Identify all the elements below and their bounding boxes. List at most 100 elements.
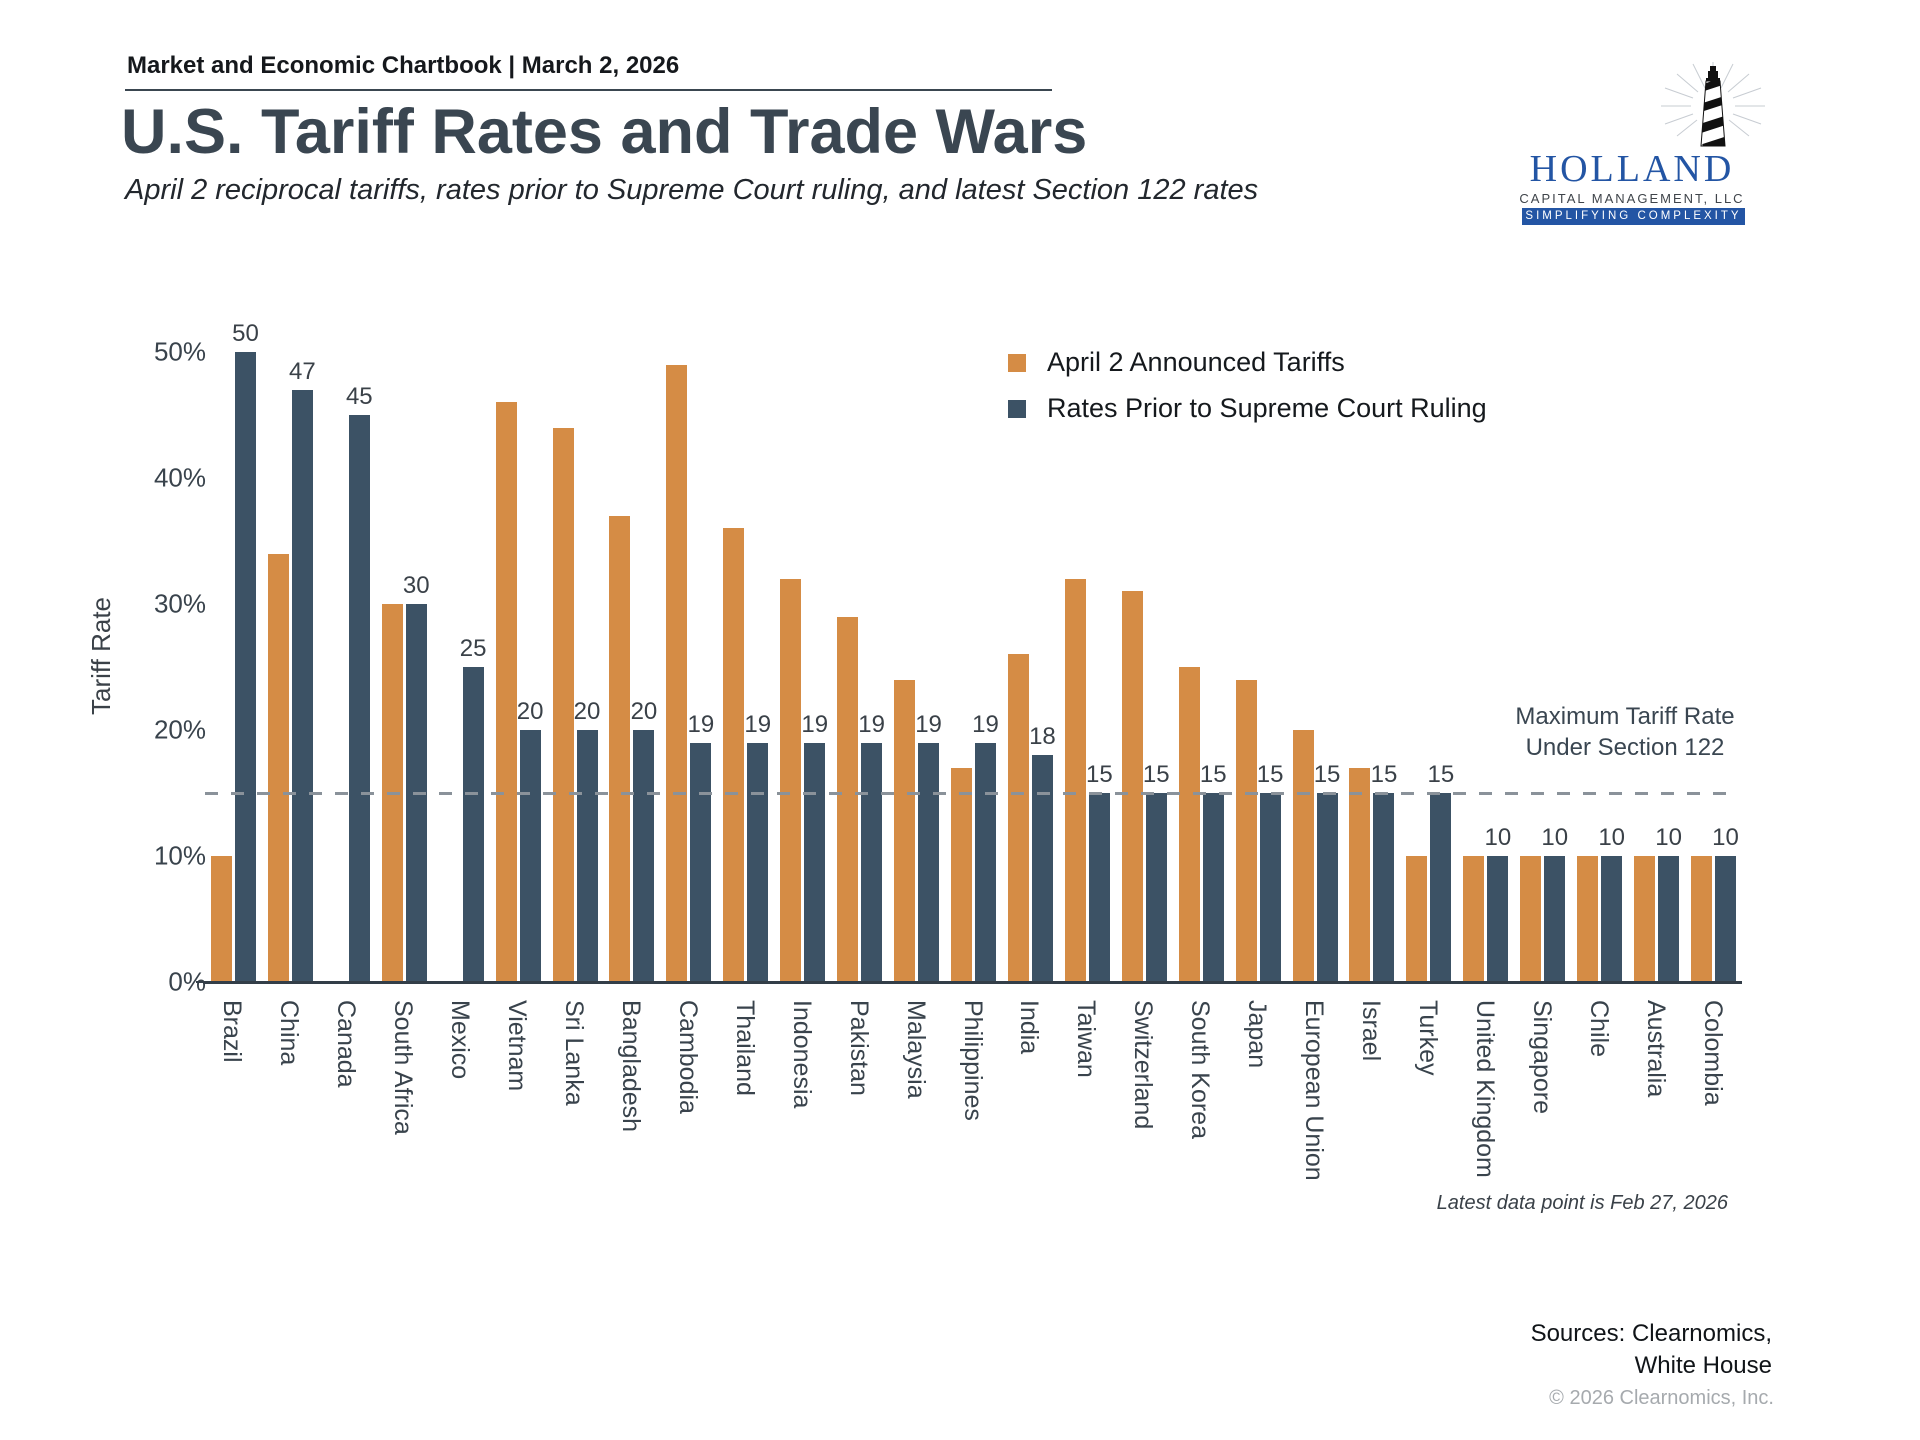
y-axis-tick-label: 20% — [153, 714, 206, 745]
bar-value-label: 20 — [516, 698, 544, 725]
bar-value-label: 10 — [1712, 824, 1739, 851]
bar-value-label: 19 — [972, 710, 999, 738]
bar-prior-south-korea — [1202, 793, 1224, 982]
x-axis-label-israel: Israel — [1356, 1000, 1385, 1062]
bar-april2-pakistan — [837, 616, 859, 982]
bar-value-label: 19 — [687, 710, 715, 738]
sources-line1: Sources: Clearnomics, — [1530, 1320, 1772, 1347]
bar-prior-japan — [1259, 793, 1281, 982]
x-axis-label-china: China — [275, 1000, 304, 1066]
copyright-text: © 2026 Clearnomics, Inc. — [1549, 1387, 1774, 1409]
bar-april2-india — [1007, 654, 1029, 982]
bar-value-label: 18 — [1029, 723, 1056, 751]
x-axis-label-india: India — [1015, 1000, 1044, 1055]
reference-line-annotation: Maximum Tariff Rate Under Section 122 — [1450, 701, 1800, 763]
bar-april2-chile — [1577, 856, 1599, 982]
bar-value-label: 47 — [289, 357, 316, 385]
bar-prior-switzerland — [1145, 793, 1167, 982]
bar-value-label: 15 — [1427, 761, 1455, 788]
bar-april2-turkey — [1406, 856, 1428, 982]
bar-value-label: 30 — [402, 572, 430, 599]
header-rule — [125, 89, 1052, 91]
bar-prior-taiwan — [1088, 793, 1110, 982]
legend-swatch-prior-icon — [1008, 399, 1026, 418]
sources-line2: White House — [1634, 1352, 1772, 1379]
bar-april2-israel — [1349, 767, 1371, 982]
bar-prior-singapore — [1544, 856, 1566, 982]
bar-value-label: 10 — [1484, 824, 1512, 851]
bar-prior-bangladesh — [633, 730, 655, 982]
y-axis-tick-label: 50% — [153, 336, 206, 367]
bar-prior-indonesia — [804, 742, 826, 982]
bar-prior-israel — [1373, 793, 1395, 982]
x-axis-label-colombia: Colombia — [1698, 1000, 1727, 1106]
lighthouse-icon — [1661, 62, 1765, 147]
logo-wordmark: HOLLAND — [1529, 148, 1735, 190]
x-axis-label-south-korea: South Korea — [1186, 1000, 1215, 1139]
bar-prior-cambodia — [690, 742, 712, 982]
bar-value-label: 19 — [801, 710, 829, 738]
annotation-line2: Under Section 122 — [1525, 734, 1725, 761]
bar-april2-brazil — [210, 856, 232, 982]
bar-april2-malaysia — [894, 679, 916, 982]
legend-item-prior: Rates Prior to Supreme Court Ruling — [1008, 393, 1487, 424]
bar-prior-sri-lanka — [576, 730, 598, 982]
bar-value-label: 15 — [1256, 761, 1284, 788]
bar-prior-colombia — [1715, 856, 1737, 982]
legend-label-prior: Rates Prior to Supreme Court Ruling — [1047, 393, 1487, 423]
x-axis-label-indonesia: Indonesia — [787, 1000, 816, 1109]
bar-value-label: 15 — [1313, 761, 1341, 788]
bar-prior-united-kingdom — [1487, 856, 1509, 982]
bar-prior-turkey — [1430, 793, 1452, 982]
x-axis-label-united-kingdom: United Kingdom — [1470, 1000, 1499, 1178]
bar-april2-australia — [1634, 856, 1656, 982]
x-axis-label-singapore: Singapore — [1527, 1000, 1556, 1114]
annotation-line1: Maximum Tariff Rate — [1515, 703, 1735, 730]
x-axis-label-brazil: Brazil — [218, 1000, 247, 1063]
y-axis-tick-label: 10% — [153, 840, 206, 871]
x-axis-label-philippines: Philippines — [958, 1000, 987, 1121]
bar-value-label: 45 — [345, 383, 373, 410]
bar-prior-brazil — [234, 352, 256, 982]
bar-april2-united-kingdom — [1463, 856, 1485, 982]
bar-april2-singapore — [1520, 856, 1542, 982]
page-title: U.S. Tariff Rates and Trade Wars — [121, 97, 1088, 167]
section-122-reference-line — [205, 792, 1737, 795]
x-axis-label-cambodia: Cambodia — [673, 1000, 702, 1114]
y-axis-origin-tick — [196, 981, 205, 983]
x-axis-label-mexico: Mexico — [446, 1000, 475, 1080]
bar-april2-sri-lanka — [552, 427, 574, 982]
x-axis-label-taiwan: Taiwan — [1072, 1000, 1101, 1078]
bar-april2-south-korea — [1178, 667, 1200, 982]
x-axis-label-australia: Australia — [1641, 1000, 1670, 1098]
x-axis-line — [203, 981, 1742, 984]
x-axis-label-chile: Chile — [1584, 1000, 1613, 1057]
bar-april2-thailand — [723, 528, 745, 982]
bar-april2-philippines — [951, 767, 972, 982]
x-axis-label-south-africa: South Africa — [389, 1000, 418, 1135]
bar-april2-indonesia — [780, 578, 802, 982]
bar-prior-chile — [1601, 856, 1623, 982]
bar-value-label: 10 — [1598, 824, 1626, 851]
bar-value-label: 15 — [1370, 761, 1398, 788]
bar-value-label: 19 — [858, 710, 885, 738]
legend-item-april2: April 2 Announced Tariffs — [1008, 347, 1487, 378]
x-axis-label-european-union: European Union — [1300, 1000, 1329, 1181]
bar-prior-china — [291, 389, 313, 982]
y-axis-tick-label: 0% — [168, 966, 206, 997]
x-axis-label-sri-lanka: Sri Lanka — [560, 1000, 589, 1106]
x-axis-label-pakistan: Pakistan — [844, 1000, 873, 1096]
legend-swatch-april2-icon — [1008, 353, 1026, 372]
bar-prior-european-union — [1316, 793, 1338, 982]
bar-value-label: 10 — [1655, 824, 1682, 851]
bar-value-label: 20 — [573, 698, 601, 725]
bar-april2-colombia — [1691, 856, 1713, 982]
y-axis-tick-label: 40% — [153, 462, 206, 493]
x-axis-label-canada: Canada — [332, 1000, 361, 1088]
bar-value-label: 15 — [1199, 761, 1227, 788]
chart-legend: April 2 Announced Tariffs Rates Prior to… — [1008, 347, 1487, 439]
x-axis-label-turkey: Turkey — [1413, 1000, 1442, 1076]
bar-prior-philippines — [975, 742, 996, 982]
